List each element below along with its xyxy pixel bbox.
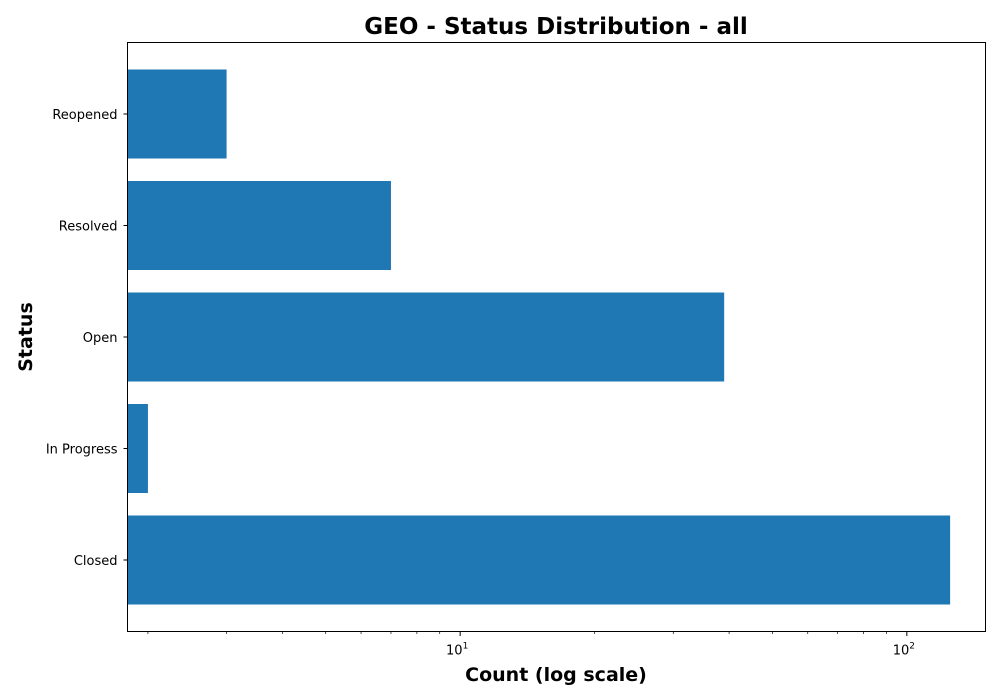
bar-open bbox=[127, 292, 725, 382]
x-tick-base: 10 bbox=[446, 644, 463, 659]
bar-closed bbox=[127, 515, 951, 605]
bar-resolved bbox=[127, 181, 391, 270]
y-tick-label-in-progress: In Progress bbox=[46, 443, 118, 458]
x-axis-ticks: 101 102 bbox=[147, 631, 915, 659]
x-tick-base: 10 bbox=[893, 644, 910, 659]
y-tick-label-reopened: Reopened bbox=[52, 108, 117, 123]
y-axis-ticks: Closed In Progress Open Resolved Reopened bbox=[46, 108, 128, 569]
y-axis-label: Status bbox=[15, 302, 37, 372]
chart-title: GEO - Status Distribution - all bbox=[364, 14, 747, 40]
x-tick-exponent: 2 bbox=[909, 642, 915, 652]
bars-group bbox=[127, 69, 951, 605]
bar-reopened bbox=[127, 69, 227, 159]
bar-in-progress bbox=[127, 404, 148, 493]
x-axis-label: Count (log scale) bbox=[465, 664, 647, 686]
y-tick-label-closed: Closed bbox=[74, 554, 118, 569]
y-tick-label-open: Open bbox=[83, 331, 118, 346]
x-tick-label: 102 bbox=[893, 642, 915, 659]
y-tick-label-resolved: Resolved bbox=[59, 220, 118, 235]
x-tick-exponent: 1 bbox=[463, 642, 469, 652]
plot-frame bbox=[127, 42, 986, 632]
x-tick-label: 101 bbox=[446, 642, 468, 659]
